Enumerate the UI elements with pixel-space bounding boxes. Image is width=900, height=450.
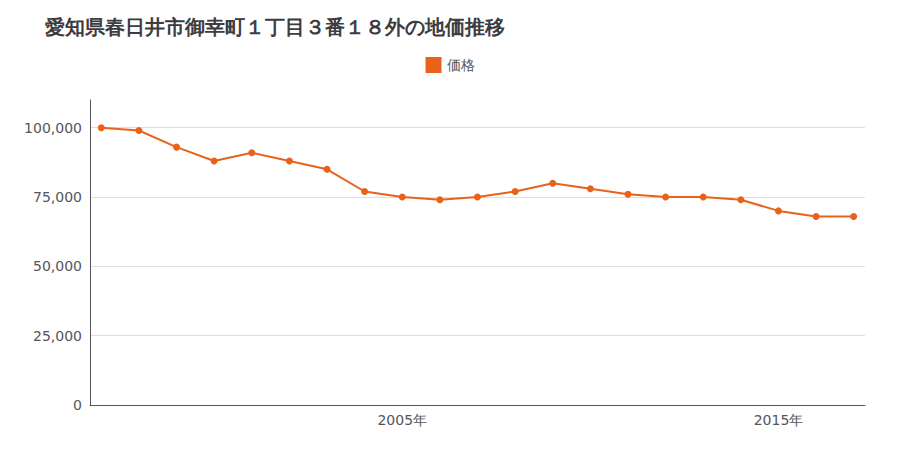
svg-text:100,000: 100,000 <box>24 120 82 136</box>
svg-text:価格: 価格 <box>447 57 475 73</box>
svg-text:25,000: 25,000 <box>33 328 82 344</box>
svg-text:50,000: 50,000 <box>33 258 82 274</box>
svg-text:2005年: 2005年 <box>377 412 427 428</box>
svg-text:2015年: 2015年 <box>754 412 804 428</box>
svg-text:75,000: 75,000 <box>33 189 82 205</box>
svg-text:0: 0 <box>73 397 82 413</box>
svg-text:愛知県春日井市御幸町１丁目３番１８外の地価推移: 愛知県春日井市御幸町１丁目３番１８外の地価推移 <box>45 15 505 39</box>
